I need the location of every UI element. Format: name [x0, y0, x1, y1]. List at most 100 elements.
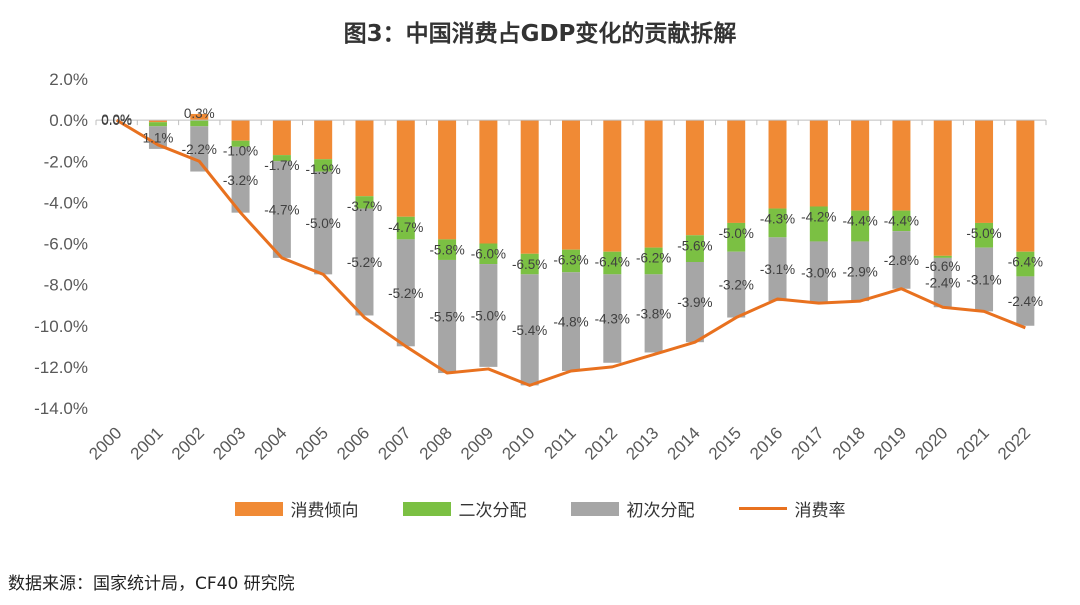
data-label-consumption-propensity: -6.4% [595, 255, 630, 270]
source-note: 数据来源：国家统计局，CF40 研究院 [8, 574, 295, 594]
bar-primary-distribution [809, 241, 828, 304]
bar-consumption-propensity [272, 120, 291, 156]
chart-legend: 消费倾向 二次分配 初次分配 消费率 [0, 496, 1080, 521]
bar-primary-distribution [727, 251, 746, 318]
bar-primary-distribution [644, 274, 663, 353]
data-label-primary-distribution: -5.5% [429, 309, 464, 324]
bar-consumption-propensity [685, 120, 704, 236]
y-tick-label: -8.0% [44, 276, 88, 295]
bar-consumption-propensity [148, 120, 167, 123]
bar-secondary-distribution [438, 239, 457, 260]
bar-secondary-distribution [520, 253, 539, 275]
data-label-primary-distribution: 0.0% [101, 113, 132, 128]
y-tick-label: 0.0% [49, 111, 88, 130]
data-label-primary-distribution: -2.8% [884, 253, 919, 268]
bar-secondary-distribution [975, 222, 994, 248]
bar-secondary-distribution [603, 251, 622, 275]
x-tick-label: 2017 [787, 423, 827, 463]
data-label-consumption-propensity: -6.5% [512, 257, 547, 272]
bar-secondary-distribution [727, 222, 746, 252]
bar-secondary-distribution [314, 159, 333, 172]
legend-item-consumption-rate: 消费率 [738, 496, 846, 521]
data-label-consumption-propensity: -5.0% [719, 226, 754, 241]
chart-title: 图3：中国消费占GDP变化的贡献拆解 [343, 21, 737, 47]
bar-secondary-distribution [355, 196, 374, 209]
bar-primary-distribution [479, 264, 498, 367]
bar-secondary-distribution [685, 235, 704, 263]
data-label-consumption-propensity: -4.3% [760, 212, 795, 227]
data-label-primary-distribution: -3.2% [719, 278, 754, 293]
data-label-consumption-propensity: -6.6% [925, 259, 960, 274]
data-label-consumption-propensity: -4.2% [801, 209, 836, 224]
bar-secondary-distribution [892, 210, 911, 232]
x-tick-label: 2015 [705, 423, 745, 463]
data-label-primary-distribution: -2.9% [842, 264, 877, 279]
legend-swatch-primary-distribution [570, 501, 619, 516]
legend-item-secondary-distribution: 二次分配 [402, 496, 527, 521]
x-tick-label: 2003 [209, 423, 249, 463]
bar-primary-distribution [396, 239, 415, 347]
line-consumption-rate [115, 118, 1026, 387]
bar-secondary-distribution [231, 140, 250, 147]
x-tick-label: 2018 [829, 423, 869, 463]
data-label-consumption-propensity: -6.3% [553, 253, 588, 268]
data-label-primary-distribution: -3.1% [966, 272, 1001, 287]
bar-primary-distribution [892, 231, 911, 289]
x-tick-label: 2010 [498, 423, 538, 463]
data-label-primary-distribution: -2.4% [925, 276, 960, 291]
x-tick-label: 2007 [374, 423, 414, 463]
data-label-consumption-propensity: -1.7% [264, 158, 299, 173]
data-label-consumption-propensity: -1.0% [223, 144, 258, 159]
bar-secondary-distribution [1016, 251, 1035, 277]
x-tick-label: 2019 [870, 423, 910, 463]
legend-label-consumption-rate: 消费率 [794, 501, 846, 521]
data-label-consumption-propensity: -6.4% [1008, 255, 1043, 270]
bar-primary-distribution [851, 241, 870, 302]
bar-secondary-distribution [851, 210, 870, 242]
bar-secondary-distribution [644, 247, 663, 275]
bar-primary-distribution [355, 208, 374, 316]
data-label-primary-distribution: -3.9% [677, 295, 712, 310]
x-tick-label: 2008 [416, 423, 456, 463]
data-label-consumption-propensity: -5.0% [966, 226, 1001, 241]
bar-secondary-distribution [272, 155, 291, 162]
x-tick-label: 2011 [541, 423, 580, 462]
bar-secondary-distribution [809, 206, 828, 242]
bar-consumption-propensity [396, 120, 415, 217]
data-label-primary-distribution: -2.2% [182, 142, 217, 157]
data-label-consumption-propensity: -5.8% [429, 242, 464, 257]
data-label-consumption-propensity: -5.6% [677, 238, 712, 253]
data-label-primary-distribution: -3.2% [223, 173, 258, 188]
bar-primary-distribution [438, 259, 457, 374]
bar-consumption-propensity [644, 120, 663, 248]
data-label-consumption-propensity: -6.2% [636, 251, 671, 266]
bar-consumption-propensity [231, 120, 250, 141]
data-label-primary-distribution: -5.2% [388, 286, 423, 301]
y-tick-label: -2.0% [44, 152, 88, 171]
x-tick-label: 2009 [457, 423, 497, 463]
legend-item-consumption-propensity: 消费倾向 [234, 496, 359, 521]
data-label-consumption-propensity: -4.4% [884, 214, 919, 229]
legend-swatch-consumption-propensity [234, 501, 283, 516]
legend-item-primary-distribution: 初次分配 [570, 496, 695, 521]
bar-consumption-propensity [933, 120, 952, 256]
bar-primary-distribution [314, 171, 333, 275]
bar-primary-distribution [975, 247, 994, 312]
data-label-primary-distribution: -4.3% [595, 312, 630, 327]
bar-consumption-propensity [768, 120, 787, 209]
legend-label-consumption-propensity: 消费倾向 [290, 501, 359, 521]
data-label-primary-distribution: -3.0% [801, 265, 836, 280]
data-label-consumption-propensity: -4.7% [388, 220, 423, 235]
data-label-primary-distribution: 1.1% [143, 131, 174, 146]
bar-secondary-distribution [768, 208, 787, 238]
bar-consumption-propensity [190, 113, 209, 121]
bar-consumption-propensity [479, 120, 498, 244]
bar-consumption-propensity [355, 120, 374, 197]
bar-consumption-propensity [809, 120, 828, 207]
x-tick-label: 2013 [622, 423, 662, 463]
x-tick-label: 2001 [127, 423, 167, 463]
bar-primary-distribution [768, 237, 787, 302]
bar-primary-distribution [685, 262, 704, 343]
x-tick-label: 2004 [251, 423, 291, 463]
